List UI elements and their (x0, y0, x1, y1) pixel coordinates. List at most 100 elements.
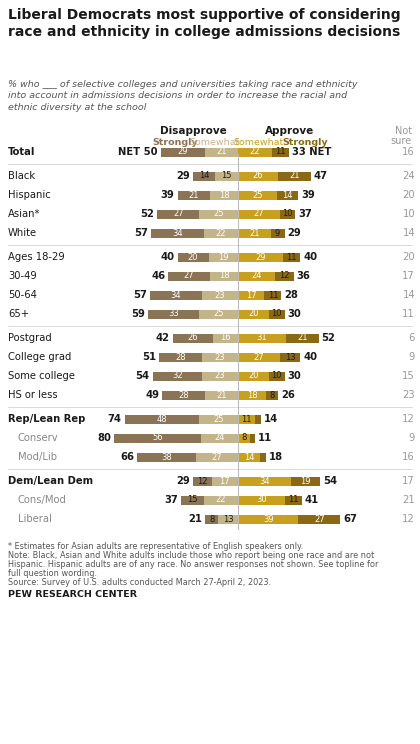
Text: Approve: Approve (265, 126, 315, 136)
Text: Strongly: Strongly (282, 138, 328, 147)
Bar (213, 333, 238, 342)
Text: 54: 54 (323, 476, 337, 486)
Text: 28: 28 (284, 290, 298, 300)
Text: 40: 40 (160, 252, 175, 262)
Text: 48: 48 (157, 414, 167, 423)
Text: 20: 20 (188, 252, 198, 261)
Bar (193, 476, 212, 486)
Bar (269, 310, 284, 318)
Text: Source: Survey of U.S. adults conducted March 27-April 2, 2023.: Source: Survey of U.S. adults conducted … (8, 578, 271, 587)
Text: 41: 41 (304, 495, 319, 505)
Text: Somewhat: Somewhat (233, 138, 283, 147)
Text: 15: 15 (402, 371, 415, 381)
Text: College grad: College grad (8, 352, 71, 362)
Text: 24: 24 (251, 272, 262, 280)
Bar (238, 147, 272, 156)
Text: 21: 21 (216, 147, 227, 156)
Bar (196, 452, 238, 461)
Bar (205, 147, 238, 156)
Bar (193, 172, 215, 181)
Text: 56: 56 (152, 434, 163, 443)
Text: 17: 17 (246, 290, 257, 300)
Text: 27: 27 (314, 515, 325, 524)
Text: Cons/Mod: Cons/Mod (18, 495, 67, 505)
Bar (260, 452, 266, 461)
Text: 18: 18 (219, 190, 229, 199)
Bar (215, 172, 238, 181)
Text: NET 50: NET 50 (118, 147, 158, 157)
Bar (178, 190, 210, 199)
Text: 38: 38 (161, 452, 172, 461)
Text: 80: 80 (97, 433, 111, 443)
Text: 52: 52 (322, 333, 336, 343)
Text: 27: 27 (254, 210, 264, 219)
Text: 34: 34 (171, 290, 181, 300)
Text: 28: 28 (178, 391, 189, 400)
Text: Note: Black, Asian and White adults include those who report being one race and : Note: Black, Asian and White adults incl… (8, 551, 374, 560)
Text: 25: 25 (252, 190, 262, 199)
Bar (238, 434, 250, 443)
Text: 20: 20 (402, 190, 415, 200)
Text: 28: 28 (175, 353, 186, 362)
Text: HS or less: HS or less (8, 390, 58, 400)
Bar (204, 496, 238, 504)
Bar (238, 515, 299, 524)
Text: 11: 11 (288, 496, 298, 504)
Text: 34: 34 (172, 228, 183, 237)
Bar (238, 496, 284, 504)
Bar (277, 190, 299, 199)
Text: 9: 9 (409, 433, 415, 443)
Text: Not: Not (395, 126, 412, 136)
Bar (210, 190, 238, 199)
Text: 37: 37 (164, 495, 178, 505)
Bar (209, 252, 238, 261)
Bar (210, 272, 238, 280)
Bar (205, 515, 218, 524)
Text: 20: 20 (248, 310, 259, 318)
Bar (150, 290, 202, 300)
Text: 6: 6 (409, 333, 415, 343)
Text: 57: 57 (133, 290, 147, 300)
Text: 9: 9 (275, 228, 280, 237)
Bar (173, 333, 213, 342)
Text: 16: 16 (220, 333, 231, 342)
Text: 23: 23 (215, 290, 226, 300)
Bar (204, 228, 238, 237)
Text: 36: 36 (297, 271, 311, 281)
Text: 21: 21 (249, 228, 260, 237)
Bar (238, 310, 269, 318)
Bar (272, 147, 289, 156)
Text: Total: Total (8, 147, 35, 157)
Text: 21: 21 (297, 333, 307, 342)
Text: 29: 29 (176, 476, 190, 486)
Text: 10: 10 (282, 210, 293, 219)
Text: 10: 10 (271, 310, 282, 318)
Text: 12: 12 (279, 272, 290, 280)
Bar (250, 434, 255, 443)
Text: 11: 11 (286, 252, 297, 261)
Text: 14: 14 (282, 190, 293, 199)
Bar (291, 476, 320, 486)
Text: 29: 29 (288, 228, 301, 238)
Text: 57: 57 (134, 228, 148, 238)
Bar (178, 252, 209, 261)
Text: 30: 30 (288, 309, 301, 319)
Bar (238, 371, 269, 380)
Text: Postgrad: Postgrad (8, 333, 52, 343)
Text: 21: 21 (189, 514, 202, 524)
Bar (266, 391, 278, 400)
Text: Somewhat: Somewhat (190, 138, 240, 147)
Text: Some college: Some college (8, 371, 75, 381)
Bar (238, 391, 266, 400)
Bar (162, 391, 205, 400)
Text: 15: 15 (187, 496, 197, 504)
Text: 32: 32 (172, 371, 183, 380)
Text: 30: 30 (288, 371, 301, 381)
Text: 21: 21 (402, 495, 415, 505)
Text: 27: 27 (254, 353, 264, 362)
Bar (168, 272, 210, 280)
Text: 13: 13 (285, 353, 295, 362)
Bar (125, 414, 199, 423)
Bar (280, 353, 300, 362)
Text: * Estimates for Asian adults are representative of English speakers only.: * Estimates for Asian adults are represe… (8, 542, 303, 551)
